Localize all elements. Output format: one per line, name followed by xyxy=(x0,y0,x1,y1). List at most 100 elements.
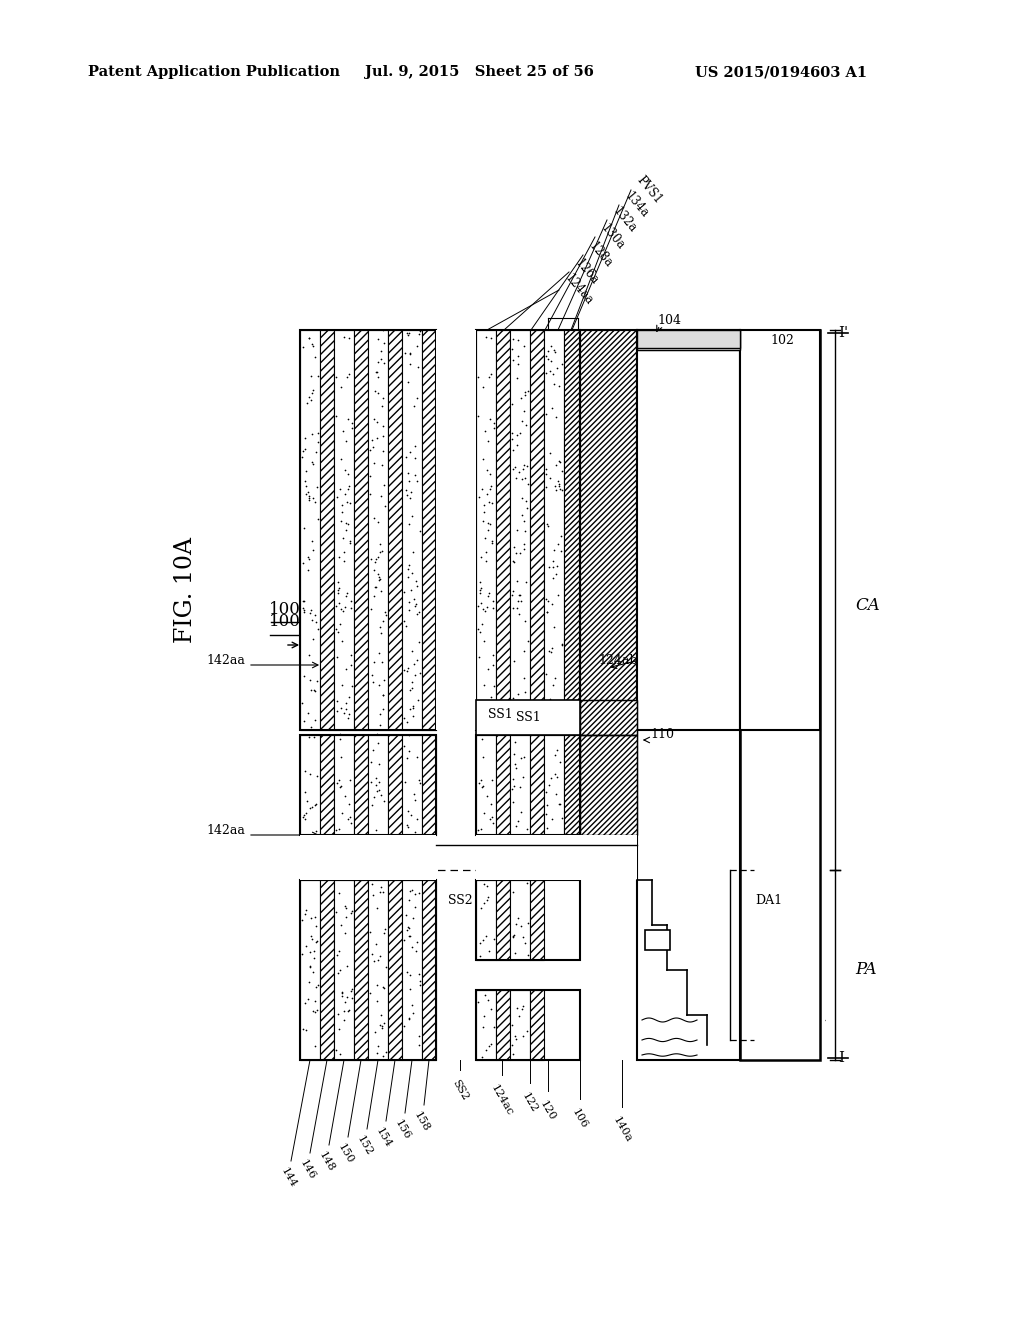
Point xyxy=(401,698,418,719)
Bar xyxy=(510,735,530,836)
Point xyxy=(474,776,490,797)
Point xyxy=(478,541,495,562)
Point xyxy=(365,795,381,816)
Point xyxy=(408,594,424,615)
Point xyxy=(303,366,319,387)
Point xyxy=(294,692,310,713)
Point xyxy=(295,807,311,828)
Point xyxy=(302,763,318,784)
Point xyxy=(505,925,521,946)
Point xyxy=(401,599,418,620)
Bar xyxy=(649,330,662,730)
Point xyxy=(517,610,534,631)
Point xyxy=(375,441,391,462)
Point xyxy=(412,663,428,684)
Point xyxy=(369,933,385,954)
Point xyxy=(297,899,313,920)
Point xyxy=(375,1045,391,1067)
Point xyxy=(553,808,569,829)
Point xyxy=(341,793,357,814)
Point xyxy=(302,680,318,701)
Point xyxy=(305,961,322,982)
Point xyxy=(342,655,358,676)
Point xyxy=(366,787,382,808)
Point xyxy=(510,354,526,375)
Point xyxy=(309,619,326,640)
Point xyxy=(543,335,559,356)
Point xyxy=(470,818,486,840)
Point xyxy=(370,564,386,585)
Point xyxy=(395,708,412,729)
Point xyxy=(553,525,569,546)
Point xyxy=(548,480,564,502)
Point xyxy=(539,346,555,367)
Point xyxy=(471,487,487,508)
Point xyxy=(297,809,313,830)
Point xyxy=(484,655,501,676)
Point xyxy=(373,623,389,644)
Point xyxy=(304,928,321,949)
Bar xyxy=(388,880,402,1060)
Text: 104: 104 xyxy=(657,314,681,326)
Point xyxy=(549,358,565,379)
Point xyxy=(303,908,319,929)
Point xyxy=(296,599,312,620)
Point xyxy=(298,483,314,504)
Point xyxy=(304,1001,321,1022)
Point xyxy=(366,453,382,474)
Point xyxy=(513,590,529,611)
Point xyxy=(404,696,421,717)
Point xyxy=(483,793,500,814)
Point xyxy=(370,512,386,533)
Point xyxy=(510,590,526,611)
Point xyxy=(332,941,348,962)
Point xyxy=(506,552,522,573)
Bar xyxy=(436,330,476,730)
Point xyxy=(402,342,419,363)
Point xyxy=(298,935,314,956)
Point xyxy=(403,995,420,1016)
Point xyxy=(515,640,531,661)
Point xyxy=(514,999,530,1020)
Point xyxy=(546,690,562,711)
Point xyxy=(545,675,561,696)
Point xyxy=(516,520,532,541)
Point xyxy=(542,689,558,710)
Point xyxy=(510,810,526,832)
Point xyxy=(540,515,556,536)
Point xyxy=(505,598,521,619)
Bar xyxy=(422,735,436,836)
Point xyxy=(336,541,352,562)
Point xyxy=(335,601,351,622)
Point xyxy=(404,671,421,692)
Point xyxy=(308,477,325,498)
Bar xyxy=(300,735,319,836)
Point xyxy=(538,477,554,498)
Point xyxy=(294,337,310,358)
Point xyxy=(336,550,352,572)
Point xyxy=(369,1043,385,1064)
Bar xyxy=(530,330,544,730)
Point xyxy=(543,442,559,463)
Point xyxy=(369,723,385,744)
Point xyxy=(399,372,416,393)
Point xyxy=(506,537,522,558)
Point xyxy=(515,995,531,1016)
Point xyxy=(401,890,418,911)
Point xyxy=(511,543,527,564)
Point xyxy=(300,327,316,348)
Point xyxy=(337,483,353,504)
Point xyxy=(509,345,525,366)
Bar xyxy=(319,735,334,836)
Bar xyxy=(476,990,496,1060)
Point xyxy=(506,776,522,797)
Point xyxy=(482,686,499,708)
Point xyxy=(539,803,555,824)
Point xyxy=(407,595,423,616)
Point xyxy=(374,540,390,561)
Point xyxy=(376,669,392,690)
Point xyxy=(306,346,323,367)
Point xyxy=(471,772,487,793)
Point xyxy=(338,898,354,919)
Point xyxy=(479,512,496,533)
